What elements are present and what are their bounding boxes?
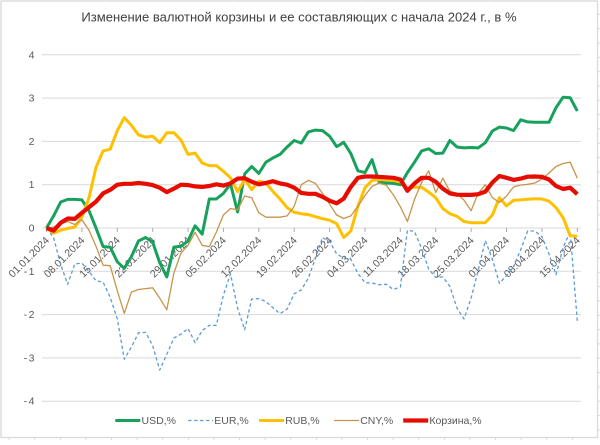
svg-text:RUB,%: RUB,%: [285, 415, 319, 427]
svg-text:Изменение валютной корзины и е: Изменение валютной корзины и ее составля…: [81, 10, 517, 25]
svg-text:0: 0: [29, 223, 35, 235]
svg-text:EUR,%: EUR,%: [214, 415, 248, 427]
svg-text:2: 2: [29, 136, 35, 148]
svg-text:3: 3: [29, 93, 35, 105]
svg-text:1: 1: [29, 179, 35, 191]
svg-text:USD,%: USD,%: [142, 415, 176, 427]
svg-text:CNY,%: CNY,%: [360, 415, 393, 427]
svg-text:-1: -1: [24, 266, 35, 278]
svg-text:-2: -2: [24, 309, 35, 321]
svg-text:-3: -3: [24, 352, 35, 364]
svg-text:Корзина,%: Корзина,%: [429, 415, 481, 427]
svg-text:-4: -4: [24, 396, 35, 408]
svg-text:4: 4: [29, 49, 35, 61]
